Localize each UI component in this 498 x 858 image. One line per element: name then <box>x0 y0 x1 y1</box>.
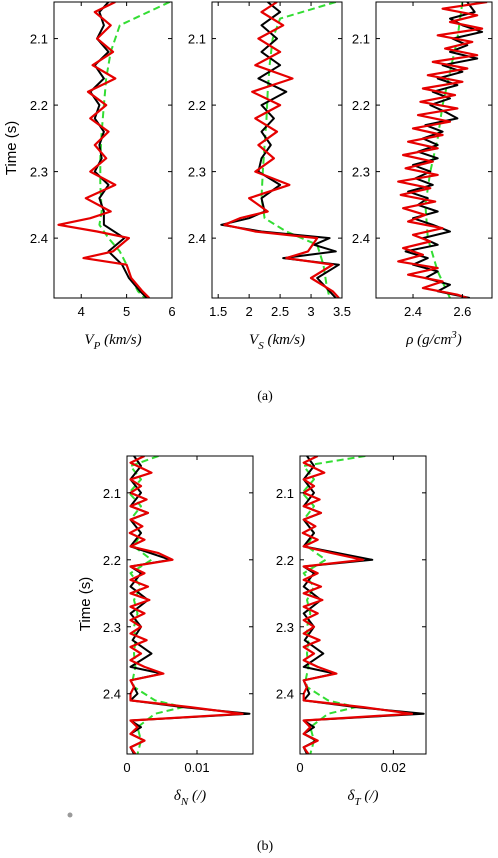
y-tick-label: 2.4 <box>352 231 370 246</box>
series-line-inverted <box>223 2 340 298</box>
series-group <box>301 456 425 754</box>
axes-box <box>211 1 343 299</box>
series-group <box>397 2 488 298</box>
x-tick-label: 2 <box>246 304 253 319</box>
series-line-true <box>302 456 425 754</box>
y-tick-label: 2.1 <box>276 486 294 501</box>
y-tick-label: 2.3 <box>352 165 370 180</box>
x-tick-label: 0 <box>296 760 303 775</box>
y-tick-label: 2.4 <box>276 687 294 702</box>
axes-box <box>126 455 254 755</box>
y-tick-label: 2.1 <box>188 32 206 47</box>
y-axis-label: Time (s) <box>77 577 94 631</box>
chart-panel-1: 2.1 2.2 2.3 2.4 4 5 6 VP (km/s) Time (s) <box>3 1 176 352</box>
series-line-true <box>129 456 251 754</box>
x-axis-label: δT (/) <box>347 788 378 808</box>
x-axis-label: ρ (g/cm3) <box>405 329 462 348</box>
y-axis-label: Time (s) <box>3 121 20 175</box>
series-group <box>220 2 340 298</box>
series-line-inverted <box>128 456 244 754</box>
x-tick-label: 0.02 <box>381 760 406 775</box>
x-axis-label: VS (km/s) <box>249 332 305 352</box>
y-tick-label: 2.2 <box>30 98 48 113</box>
chart-panel-3: 2.1 2.2 2.3 2.4 2.4 2.6 ρ (g/cm3) <box>352 1 493 348</box>
y-tick-label: 2.4 <box>188 231 206 246</box>
y-tick-label: 2.3 <box>30 165 48 180</box>
caption-a: (a) <box>257 389 273 404</box>
y-tick-label: 2.2 <box>352 98 370 113</box>
x-axis-label: VP (km/s) <box>84 332 141 352</box>
series-line-inverted <box>57 2 151 298</box>
chart-panel-4: 2.1 2.2 2.3 2.4 0 0.01 δN (/) Time (s) <box>77 455 254 808</box>
axes-box <box>375 1 493 299</box>
y-tick-label: 2.3 <box>103 620 121 635</box>
x-axis-label: δN (/) <box>174 788 206 808</box>
y-tick-label: 2.3 <box>188 165 206 180</box>
y-tick-label: 2.4 <box>103 687 121 702</box>
x-tick-label: 2.5 <box>271 304 289 319</box>
y-tick-label: 2.3 <box>276 620 294 635</box>
axes-box <box>299 455 427 755</box>
chart-panel-2: 2.1 2.2 2.3 2.4 1.5 2 2.5 3 3.5 VS (km/s) <box>188 1 351 352</box>
series-line-initial <box>301 456 366 754</box>
caption-b: (b) <box>257 839 274 854</box>
y-tick-label: 2.2 <box>188 98 206 113</box>
y-tick-label: 2.2 <box>276 553 294 568</box>
x-tick-label: 6 <box>168 304 175 319</box>
y-tick-label: 2.1 <box>352 32 370 47</box>
y-tick-label: 2.1 <box>30 32 48 47</box>
x-tick-label: 3.5 <box>333 304 351 319</box>
y-tick-label: 2.4 <box>30 231 48 246</box>
y-tick-label: 2.2 <box>103 553 121 568</box>
series-group <box>57 2 171 298</box>
series-line-inverted <box>397 2 488 298</box>
series-line-initial <box>424 2 464 298</box>
series-line-true <box>220 2 340 298</box>
x-tick-label: 3 <box>307 304 314 319</box>
axes-box <box>53 1 173 299</box>
stray-dot <box>67 812 73 818</box>
x-tick-label: 4 <box>78 304 85 319</box>
series-line-inverted <box>301 456 414 754</box>
y-tick-label: 2.1 <box>103 486 121 501</box>
x-tick-label: 2.6 <box>453 304 471 319</box>
series-group <box>128 456 251 754</box>
x-tick-label: 5 <box>123 304 130 319</box>
x-tick-label: 0.01 <box>184 760 209 775</box>
x-tick-label: 2.4 <box>404 304 422 319</box>
x-tick-label: 0 <box>123 760 130 775</box>
x-tick-label: 1.5 <box>209 304 227 319</box>
